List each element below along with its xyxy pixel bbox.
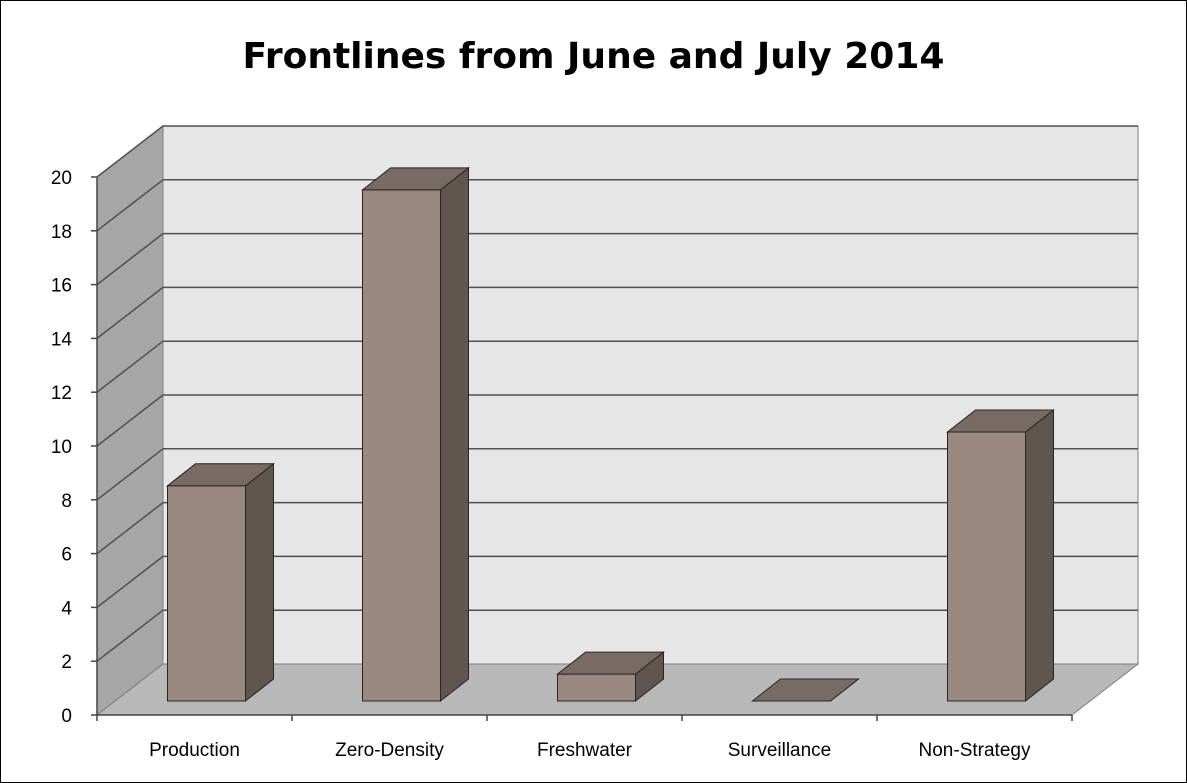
gridline-side [96, 233, 164, 286]
y-tick-label: 12 [51, 383, 72, 404]
bar-zero-density [361, 166, 470, 703]
y-tick-label: 2 [61, 652, 72, 673]
y-tick-label: 4 [61, 598, 72, 619]
bar-top [751, 678, 860, 702]
bar-side [440, 166, 469, 703]
gridline-side [96, 340, 164, 393]
bar-front [362, 189, 441, 702]
bar-side [1025, 408, 1054, 703]
y-tick-label: 8 [61, 491, 72, 512]
y-tick-label: 16 [51, 276, 72, 297]
bar-non-strategy [946, 408, 1055, 703]
gridline-side [96, 179, 164, 232]
gridline-side [96, 502, 164, 555]
category-label: Production [149, 740, 240, 761]
bar-production [166, 462, 275, 703]
bar-surveillance [751, 678, 860, 702]
bar-front [167, 485, 246, 702]
category-label: Zero-Density [335, 740, 444, 761]
bar-top [946, 409, 1055, 433]
bar-front [557, 673, 636, 702]
bar-front [947, 431, 1026, 702]
y-tick-label: 14 [51, 329, 73, 350]
gridline-side [96, 286, 164, 339]
gridline-side [96, 448, 164, 501]
bar-freshwater [556, 651, 665, 703]
category-label: Surveillance [728, 740, 832, 761]
y-tick-label: 20 [51, 168, 72, 189]
bar-top [361, 167, 470, 191]
chart-title: Frontlines from June and July 2014 [242, 36, 945, 77]
gridline-side [96, 125, 164, 178]
y-tick-label: 10 [51, 437, 72, 458]
bar-top [166, 463, 275, 487]
bar-side [245, 462, 274, 703]
y-tick-label: 18 [51, 222, 72, 243]
category-label: Non-Strategy [919, 740, 1031, 761]
y-tick-label: 6 [61, 545, 72, 566]
gridline-side [96, 609, 164, 662]
bar-top [556, 651, 665, 675]
gridline-side [96, 394, 164, 447]
y-tick-label: 0 [61, 706, 72, 727]
category-label: Freshwater [537, 740, 633, 761]
gridline-side [96, 555, 164, 608]
